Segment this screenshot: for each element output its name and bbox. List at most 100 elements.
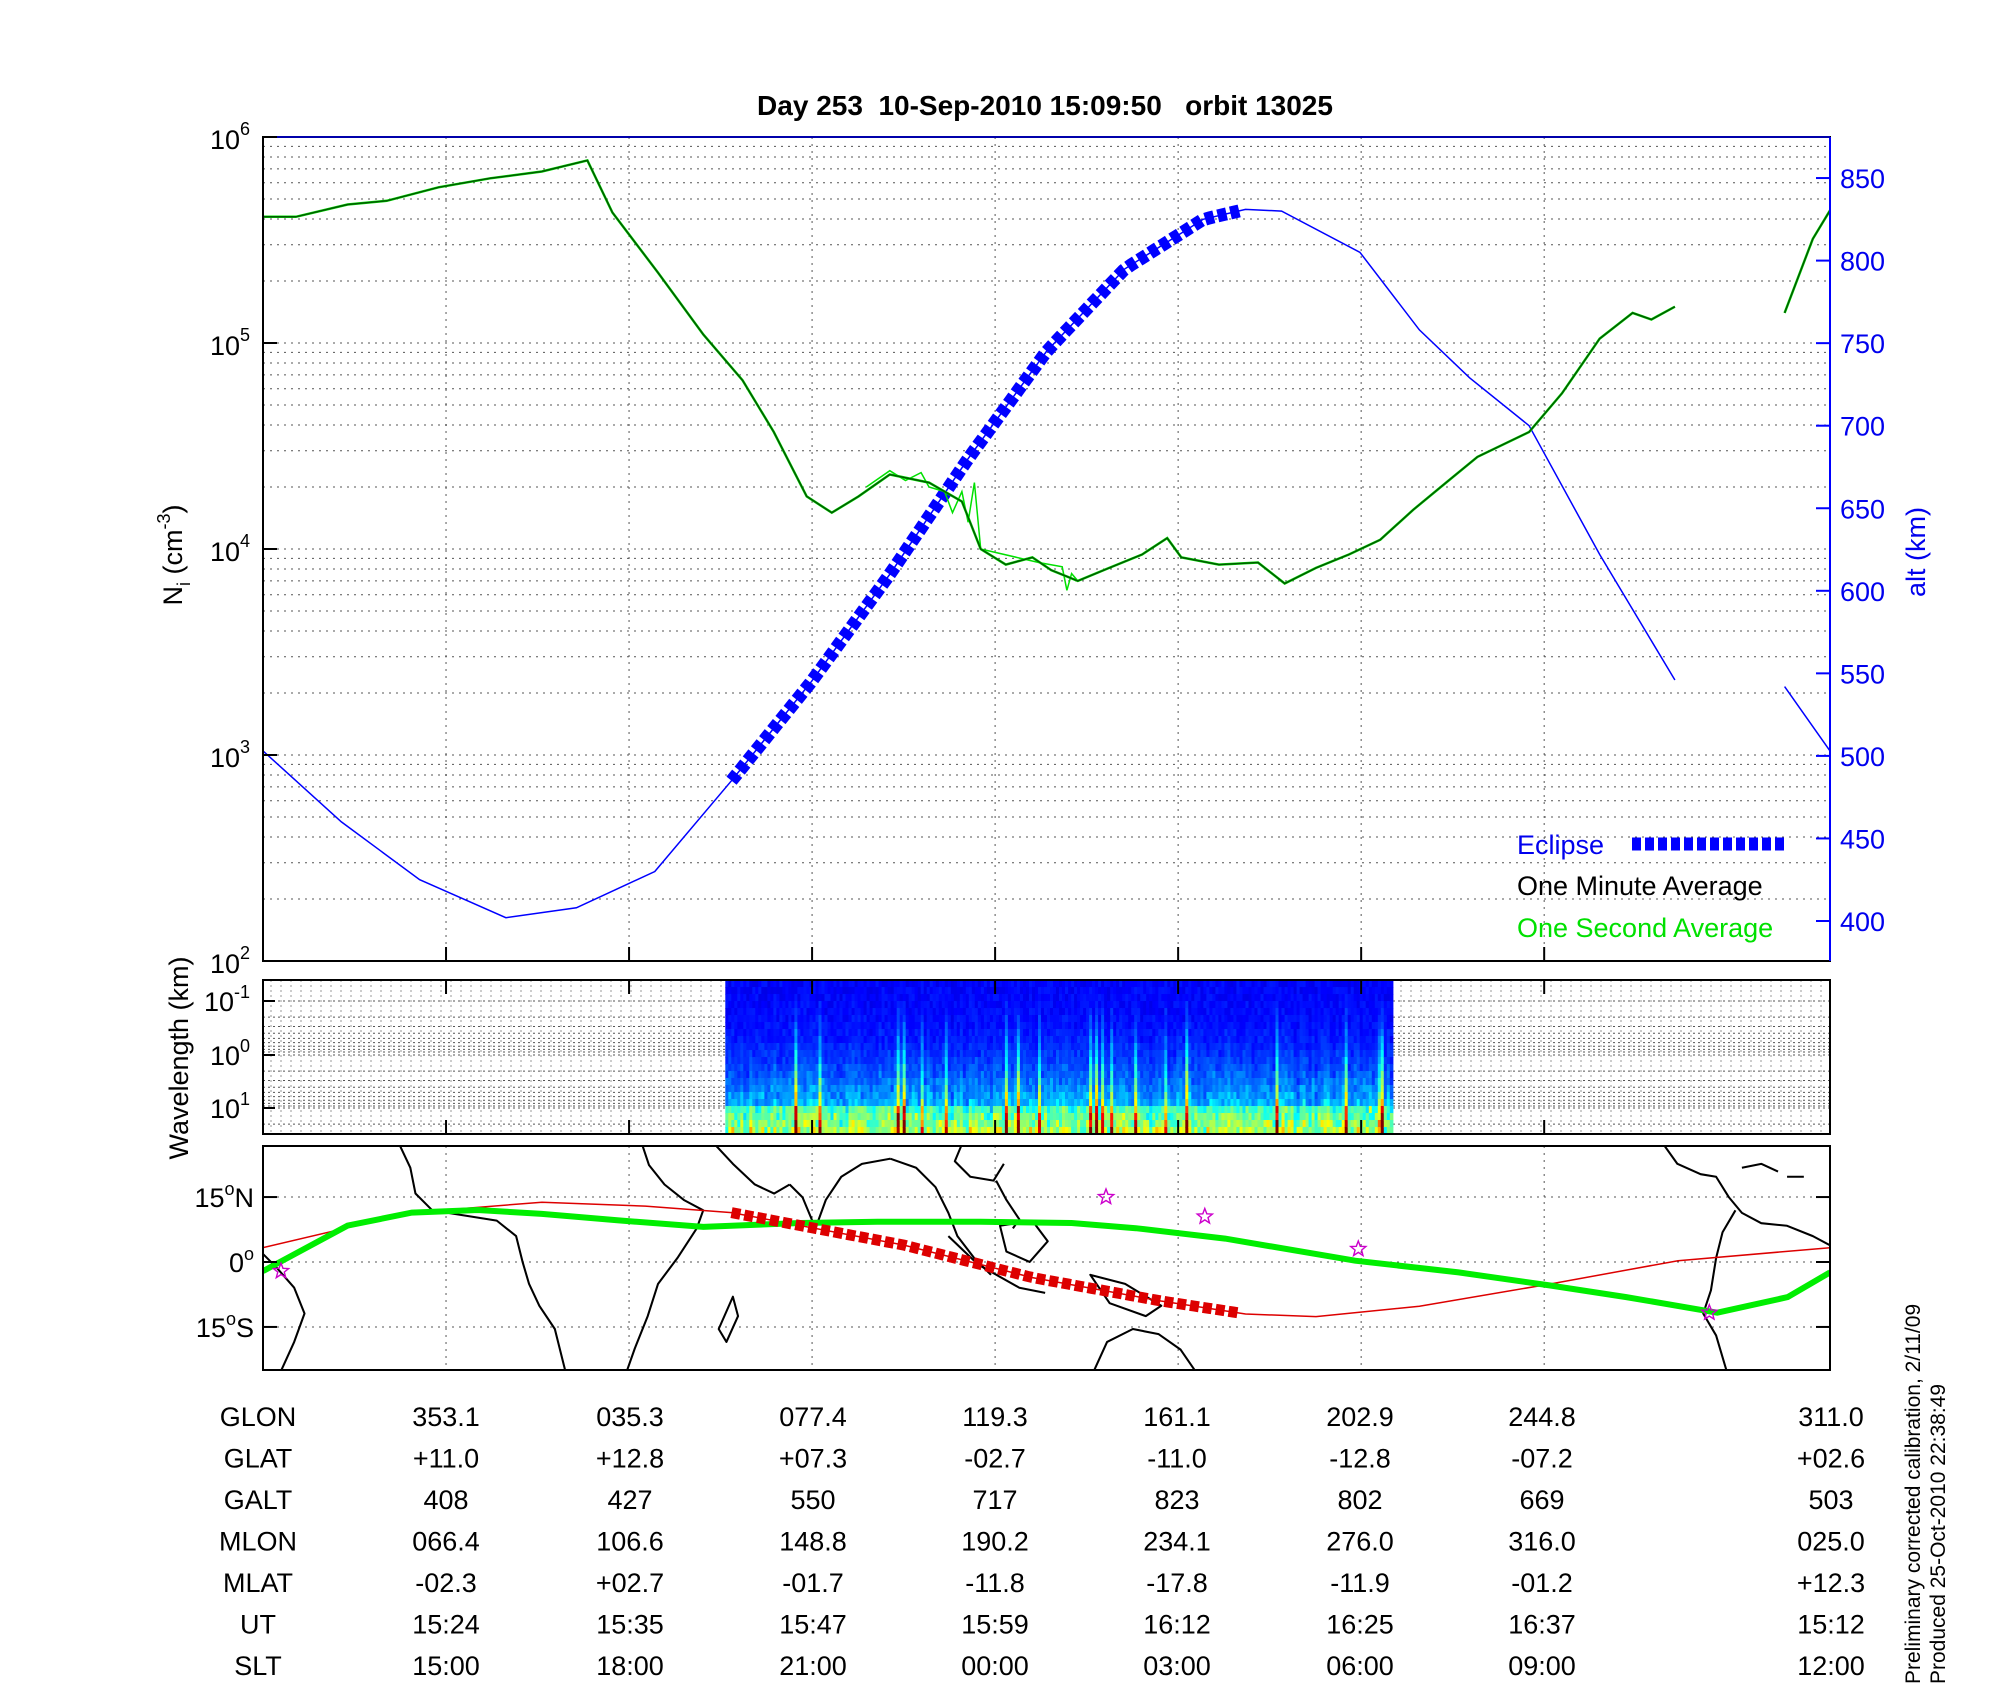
spectrogram-cell <box>1341 1050 1346 1058</box>
spectrogram-cell <box>1173 1092 1177 1100</box>
spectrogram-cell <box>743 1113 747 1121</box>
spectrogram-cell <box>1167 1029 1171 1037</box>
spectrogram-cell <box>1260 1015 1265 1023</box>
spectrogram-cell <box>1029 1022 1033 1030</box>
spectrogram-cell <box>1173 1064 1177 1072</box>
spectrogram-cell <box>1146 1106 1150 1114</box>
spectrogram-cell <box>1158 1057 1162 1065</box>
spectrogram-cell <box>1059 1022 1063 1030</box>
spectrogram-cell <box>1083 1015 1087 1023</box>
spectrogram-cell <box>1266 1071 1271 1079</box>
spectrogram-cell <box>1263 1029 1268 1037</box>
spectrogram-cell <box>1257 1120 1262 1128</box>
spectrogram-cell <box>956 1127 961 1134</box>
spectrogram-cell <box>1119 1015 1123 1023</box>
spectrogram-cell <box>1215 994 1219 1002</box>
spectrogram-cell <box>1221 1064 1225 1072</box>
spectrogram-cell <box>767 1120 771 1128</box>
spectrogram-cell <box>1041 1127 1045 1134</box>
spectrogram-cell <box>926 1043 931 1051</box>
spectrogram-cell <box>1257 1015 1262 1023</box>
spectrogram-cell <box>1095 980 1099 988</box>
spectrogram-cell <box>1170 1085 1174 1093</box>
spectrogram-cell <box>1314 1008 1319 1016</box>
spectrogram-cell <box>965 1085 970 1093</box>
spectrogram-cell <box>1287 1085 1292 1093</box>
spectrogram-cell <box>848 1064 853 1072</box>
spectrogram-cell <box>848 980 853 988</box>
spectrogram-cell <box>830 1057 835 1065</box>
spectrogram-cell <box>1245 980 1250 988</box>
spectrogram-cell <box>1007 1050 1012 1058</box>
spectrogram-cell <box>1004 1078 1009 1086</box>
spectrogram-cell <box>1227 1092 1231 1100</box>
spectrogram-cell <box>1209 1001 1213 1009</box>
spectrogram-cell <box>782 987 786 995</box>
spectrogram-cell <box>1019 1078 1024 1086</box>
spectrogram-cell <box>884 1029 889 1037</box>
spectrogram-cell <box>956 1036 961 1044</box>
spectrogram-cell <box>833 1057 838 1065</box>
spectrogram-cell <box>974 1071 979 1079</box>
spectrogram-cell <box>752 1008 756 1016</box>
spectrogram-cell <box>1113 1071 1117 1079</box>
spectrogram-cell <box>1311 1015 1316 1023</box>
spectrogram-cell <box>977 1113 982 1121</box>
spectrogram-cell <box>1209 994 1213 1002</box>
spectrogram-cell <box>1065 1022 1069 1030</box>
spectrogram-cell <box>938 1071 943 1079</box>
spectrogram-cell <box>842 1036 847 1044</box>
spectrogram-cell <box>1167 987 1171 995</box>
spectrogram-cell <box>782 1064 786 1072</box>
spectrogram-cell <box>1191 1043 1195 1051</box>
spectrogram-cell <box>1140 1120 1144 1128</box>
spectrogram-cell <box>1245 1015 1250 1023</box>
spectrogram-cell <box>1110 1036 1114 1044</box>
spectrogram-cell <box>956 1092 961 1100</box>
spectrogram-cell <box>737 1022 741 1030</box>
spectrogram-cell <box>1227 1106 1231 1114</box>
spectrogram-cell <box>1185 980 1189 988</box>
spectrogram-cell <box>755 1078 759 1086</box>
spectrogram-cell <box>947 994 952 1002</box>
spectrogram-cell <box>1074 980 1078 988</box>
spectrogram-cell <box>818 1015 823 1023</box>
spectrogram-cell <box>1065 1043 1069 1051</box>
spectrogram-cell <box>914 1001 919 1009</box>
spectrogram-cell <box>1266 1078 1271 1086</box>
spectrogram-cell <box>887 1022 892 1030</box>
spectrogram-cell <box>1164 980 1168 988</box>
spectrogram-cell <box>1089 1064 1093 1072</box>
spectrogram-cell <box>1284 994 1289 1002</box>
spectrogram-cell <box>1023 1085 1027 1093</box>
spectrogram-cell <box>1113 1001 1117 1009</box>
spectrogram-cell <box>878 1001 883 1009</box>
spectrogram-cell <box>1001 1099 1006 1107</box>
spectrogram-cell <box>1233 1050 1237 1058</box>
spectrogram-cell <box>743 1050 747 1058</box>
spectrogram-cell <box>1146 1127 1150 1134</box>
spectrogram-cell <box>1221 1085 1225 1093</box>
spectrogram-cell <box>836 1085 841 1093</box>
spectrogram-cell <box>788 1043 792 1051</box>
spectrogram-cell <box>935 1008 940 1016</box>
spectrogram-cell <box>1110 1127 1114 1134</box>
spectrogram-cell <box>806 1127 811 1134</box>
spectrogram-cell <box>1010 1113 1015 1121</box>
spectrogram-cell <box>857 1113 862 1121</box>
spectrogram-cell <box>761 1064 765 1072</box>
spectrogram-cell <box>923 980 928 988</box>
spectrogram-cell <box>1227 1071 1231 1079</box>
spectrogram-cell <box>1272 1071 1277 1079</box>
spectrogram-cell <box>1013 1078 1018 1086</box>
spectrogram-cell <box>1131 1120 1135 1128</box>
spectrogram-cell <box>941 1036 946 1044</box>
spectrogram-cell <box>1329 1029 1334 1037</box>
spectrogram-cell <box>896 1064 901 1072</box>
spectrogram-cell <box>917 1113 922 1121</box>
spectrogram-cell <box>929 994 934 1002</box>
spectrogram-cell <box>1308 1099 1313 1107</box>
spectrogram-cell <box>1068 1001 1072 1009</box>
spectrogram-cell <box>1134 1078 1138 1086</box>
spectrogram-cell <box>1323 1015 1328 1023</box>
